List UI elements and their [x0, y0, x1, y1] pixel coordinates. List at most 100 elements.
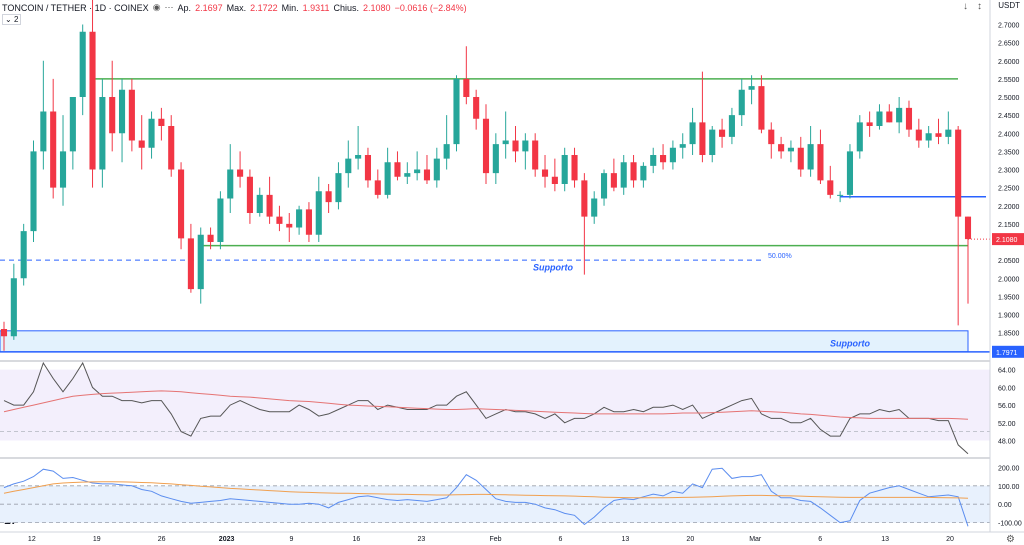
cci-line [3, 467, 969, 527]
candle-body [532, 140, 539, 170]
price-tick-label: 2.0500 [998, 258, 1020, 265]
candle-body [404, 173, 411, 177]
candle-body [50, 111, 57, 188]
symbol-label[interactable]: TONCOIN / TETHER · 1D · COINEX [2, 2, 149, 13]
time-axis[interactable]: 12 19 26 2023 9 16 23 Feb 6 13 20 Mar 6 13 20 [28, 536, 954, 543]
candle-body [433, 158, 440, 181]
candle-body [896, 107, 903, 123]
price-tick-label: 2.6500 [998, 41, 1020, 48]
candle-body [955, 129, 962, 217]
candle-body [79, 31, 86, 97]
candle-body [384, 162, 391, 195]
price-tick-label: 2.1500 [998, 222, 1020, 229]
price-tick-label: 1.9500 [998, 294, 1020, 301]
price-tick-label: 2.7000 [998, 23, 1020, 30]
candle-body [768, 129, 775, 145]
candle-body [148, 118, 155, 148]
price-tick-label: 1.9000 [998, 313, 1020, 320]
candle-body [492, 144, 499, 174]
rsi-ma-line [3, 390, 969, 420]
indicator-toggle[interactable]: ⌄ 2 [2, 14, 22, 25]
price-tick-label: 2.3500 [998, 149, 1020, 156]
candle-body [207, 234, 214, 242]
price-axis[interactable]: 2.7000 2.6500 2.6000 2.5500 2.5000 2.4500 2.40… [989, 0, 1024, 545]
candle-body [473, 97, 480, 119]
candle-body [286, 223, 293, 228]
candle-body [925, 133, 932, 141]
indicator-count: 2 [13, 15, 19, 24]
time-tick-label: 19 [93, 536, 101, 543]
candle-body [905, 107, 913, 130]
time-tick-label: 13 [881, 536, 889, 543]
cci-tick-label: -100.00 [998, 521, 1022, 528]
candle-body [600, 173, 608, 199]
candle-body [187, 238, 194, 290]
candle-body [640, 165, 647, 181]
low-value: 1.9311 [302, 2, 330, 13]
price-tick-label: 2.5000 [998, 95, 1020, 102]
arrow-up-icon[interactable]: ↕ [977, 1, 982, 12]
candle-body [719, 129, 726, 137]
open-label: Ap. [177, 2, 192, 13]
candle-body [837, 194, 844, 196]
candle-body [571, 155, 578, 181]
eye-icon[interactable]: ◉ [152, 2, 161, 12]
cci-tick-label: 200.00 [998, 465, 1020, 472]
candle-body [69, 97, 76, 152]
rsi-tick-label: 52.00 [998, 421, 1016, 428]
candle-body [197, 234, 204, 290]
current-price-badge [992, 233, 1024, 246]
candle-body [551, 176, 558, 184]
candle-body [256, 194, 263, 213]
candle-body [846, 151, 854, 195]
time-tick-label: Feb [490, 536, 502, 543]
more-icon[interactable]: ⋯ [164, 2, 174, 12]
time-tick-label: 6 [559, 536, 563, 543]
current-price-label: 2.1080 [996, 237, 1018, 244]
candle-body [581, 180, 588, 217]
candle-body [305, 209, 312, 235]
candle-body [355, 155, 362, 159]
candle-body [364, 155, 372, 181]
candle-body [541, 169, 549, 177]
candle-body [866, 122, 873, 126]
settings-icon[interactable]: ⚙ [1006, 534, 1015, 545]
candle-body [138, 140, 145, 148]
rsi-pane[interactable] [0, 361, 990, 455]
candle-body [237, 169, 244, 177]
candle-body [168, 126, 175, 170]
rsi-tick-label: 64.00 [998, 368, 1016, 375]
candle-body [827, 180, 834, 195]
candle-body [512, 140, 519, 152]
rsi-line [3, 361, 969, 455]
candle-body [669, 147, 676, 163]
candle-body [109, 97, 116, 134]
marked-price-badge [992, 345, 1024, 358]
cci-pane[interactable] [0, 467, 990, 527]
candle-body [797, 147, 804, 170]
candle-body [886, 111, 893, 123]
candle-body [689, 122, 696, 145]
arrow-down-icon[interactable]: ↓ [963, 1, 968, 12]
price-tick-label: 2.4000 [998, 131, 1020, 138]
price-tick-label: 2.6000 [998, 59, 1020, 66]
price-tick-label: 2.3000 [998, 168, 1020, 175]
candle-body [296, 209, 303, 228]
price-tick-label: 2.0000 [998, 276, 1020, 283]
time-tick-label: 12 [28, 536, 36, 543]
candle-body [522, 140, 529, 152]
candle-body [787, 147, 794, 152]
price-tick-label: 2.5500 [998, 77, 1020, 84]
time-tick-label: 20 [686, 536, 694, 543]
candle-body [650, 155, 657, 166]
price-tick-label: 2.4500 [998, 113, 1020, 120]
candle-body [945, 129, 952, 137]
candle-body [20, 231, 27, 279]
time-tick-label: 6 [818, 536, 822, 543]
candle-body [856, 122, 863, 152]
close-label: Chius. [333, 2, 360, 13]
candle-body [227, 169, 234, 199]
time-tick-label: 26 [158, 536, 166, 543]
